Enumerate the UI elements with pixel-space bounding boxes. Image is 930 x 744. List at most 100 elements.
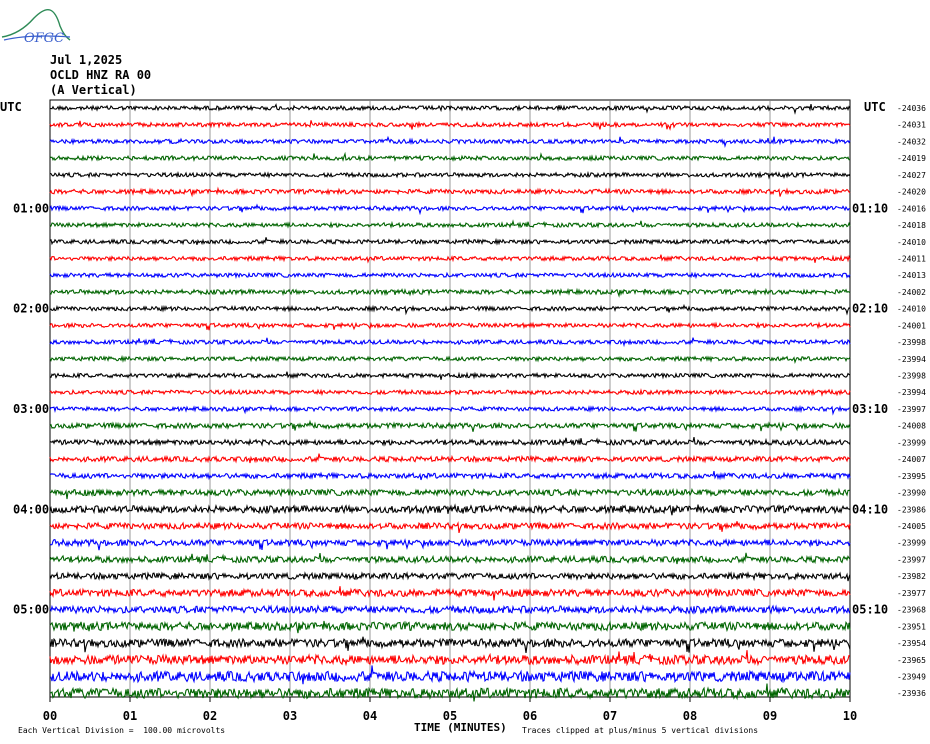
trace-offset-label: -24018 [897,221,926,230]
seismic-trace [49,453,851,464]
seismic-trace [49,287,851,298]
seismic-trace [49,388,851,397]
trace-offset-label: -23949 [897,672,926,681]
x-tick-label: 05 [443,709,457,723]
trace-offset-label: -24036 [897,104,926,113]
clip-note: Traces clipped at plus/minus 5 vertical … [522,726,759,735]
trace-offset-label: -23997 [897,555,926,564]
seismic-trace [49,337,851,348]
left-hour-label: 03:00 [13,402,49,416]
x-tick-label: 08 [683,709,697,723]
trace-offset-label: -24002 [897,288,926,297]
trace-offset-label: -23965 [897,656,926,665]
x-tick-label: 02 [203,709,217,723]
trace-offset-label: -23998 [897,372,926,381]
date-label: Jul 1,2025 [50,53,123,67]
component-label: (A Vertical) [50,83,137,97]
seismic-trace [49,586,851,601]
seismic-trace [49,186,851,198]
trace-offset-label: -24008 [897,422,926,431]
seismic-trace [49,321,851,331]
ofgc-logo: OFGC [1,8,71,46]
trace-offset-label: -24005 [897,522,926,531]
trace-offset-label: -23999 [897,438,926,447]
trace-offset-label: -23999 [897,539,926,548]
trace-offset-label: -23990 [897,489,926,498]
trace-offset-label: -23951 [897,622,926,631]
x-tick-label: 01 [123,709,137,723]
trace-offset-label: -23986 [897,505,926,514]
left-hour-label: 02:00 [13,302,49,316]
seismic-trace [49,135,851,149]
seismic-trace [49,636,851,653]
x-tick-label: 09 [763,709,777,723]
seismic-trace [49,404,851,416]
right-hour-label: 04:10 [852,502,888,516]
trace-offset-label: -23994 [897,355,926,364]
seismic-trace [49,683,851,702]
right-utc-label: UTC [864,100,886,114]
seismic-trace [49,552,851,565]
seismic-trace [49,151,850,162]
seismic-trace [49,103,851,115]
seismic-trace [49,203,851,216]
trace-offset-label: -23998 [897,338,926,347]
trace-offset-label: -24031 [897,121,926,130]
trace-offset-label: -23995 [897,472,926,481]
seismic-trace [49,419,851,432]
seismic-trace [49,303,851,316]
trace-offset-label: -24019 [897,154,926,163]
seismic-trace [49,537,851,551]
right-hour-label: 05:10 [852,603,888,617]
right-hour-label: 03:10 [852,402,888,416]
trace-offset-label: -23994 [897,388,926,397]
left-hour-label: 04:00 [13,502,49,516]
left-hour-label: 05:00 [13,603,49,617]
seismic-trace [49,271,851,280]
seismic-trace [49,571,851,582]
seismic-trace [49,487,851,500]
seismic-trace [49,120,851,131]
trace-offset-label: -24007 [897,455,926,464]
x-tick-label: 03 [283,709,297,723]
seismic-trace [49,650,850,667]
seismic-trace [49,470,851,481]
trace-offset-label: -23977 [897,589,926,598]
seismic-trace [49,503,851,516]
seismic-trace [49,620,851,634]
seismic-trace [49,237,851,246]
trace-offset-label: -23982 [897,572,926,581]
trace-offset-label: -23936 [897,689,926,698]
seismic-trace [49,371,851,380]
seismic-trace [49,436,851,447]
trace-offset-label: -23954 [897,639,926,648]
trace-offset-label: -24013 [897,271,926,280]
seismic-trace [49,604,851,615]
trace-offset-label: -23968 [897,606,926,615]
x-tick-label: 04 [363,709,377,723]
trace-offset-label: -24032 [897,137,926,146]
seismic-trace [49,219,851,229]
seismic-trace [49,170,851,180]
seismic-trace [49,520,851,534]
left-utc-label: UTC [0,100,22,114]
seismic-trace [50,665,851,685]
station-label: OCLD HNZ RA 00 [50,68,152,82]
logo-text: OFGC [24,31,64,46]
trace-offset-label: -24010 [897,305,926,314]
trace-offset-label: -23997 [897,405,926,414]
trace-offset-label: -24016 [897,204,926,213]
trace-offset-label: -24027 [897,171,926,180]
trace-offset-label: -24020 [897,188,926,197]
trace-offset-label: -24001 [897,321,926,330]
x-tick-label: 00 [43,709,57,723]
seismic-trace [49,254,851,264]
left-hour-label: 01:00 [13,201,49,215]
x-axis-title: TIME (MINUTES) [414,721,507,734]
x-tick-label: 07 [603,709,617,723]
trace-offset-label: -24011 [897,254,926,263]
trace-offset-label: -24010 [897,238,926,247]
seismic-trace [49,354,851,364]
right-hour-label: 01:10 [852,201,888,215]
